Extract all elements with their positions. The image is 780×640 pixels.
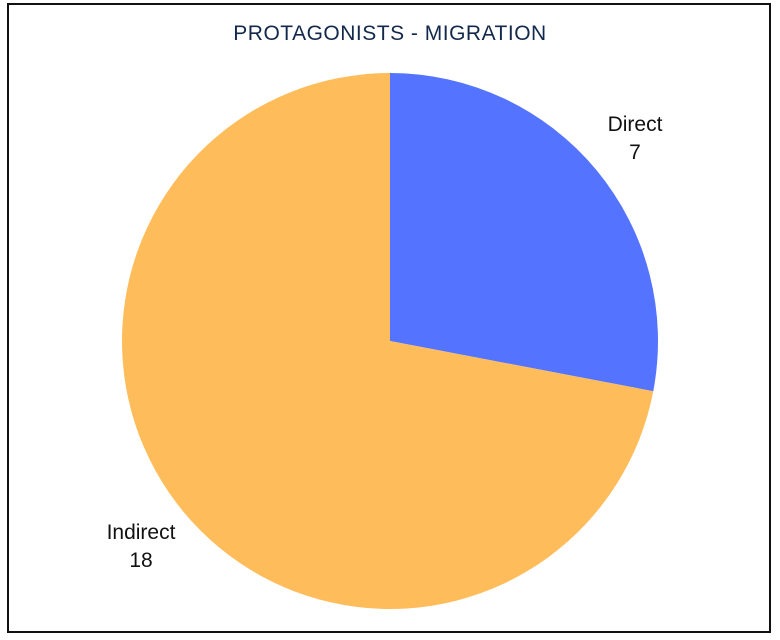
slice-label-direct: Direct 7	[594, 111, 676, 167]
slice-label-indirect: Indirect 18	[92, 519, 190, 575]
slice-label-indirect-name: Indirect	[106, 521, 176, 544]
chart-title: PROTAGONISTS - MIGRATION	[233, 22, 547, 45]
slice-label-indirect-value: 18	[129, 549, 153, 572]
pie-slice-direct	[390, 73, 658, 392]
pie-slice-indirect	[122, 73, 654, 609]
pie-slices	[122, 73, 658, 609]
slice-label-direct-name: Direct	[607, 113, 663, 136]
slice-label-direct-value: 7	[629, 141, 641, 164]
